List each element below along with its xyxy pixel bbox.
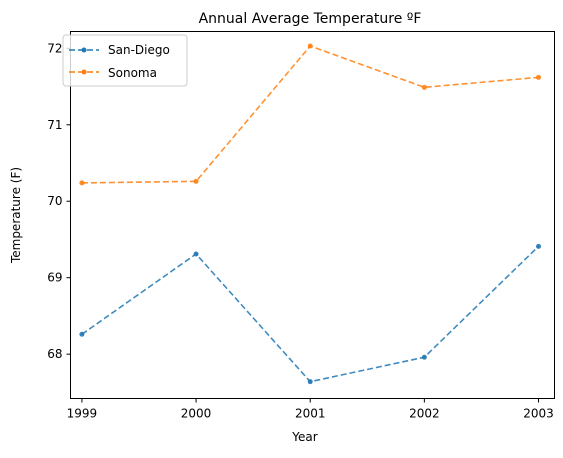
y-axis: 68 69 70 71 72	[47, 41, 71, 361]
data-point-sonoma-2002	[421, 84, 427, 90]
legend-marker-sonoma	[81, 69, 87, 75]
chart-title: Annual Average Temperature ºF	[199, 11, 422, 27]
legend-box	[62, 34, 188, 87]
y-tick-label-70: 70	[47, 194, 62, 208]
legend-label-san-diego: San-Diego	[108, 43, 170, 57]
legend: San-Diego Sonoma	[62, 34, 188, 87]
y-tick-label-69: 69	[47, 271, 62, 285]
y-axis-label: Temperature (F)	[9, 167, 23, 264]
data-point-san-diego-2002	[421, 354, 427, 360]
legend-marker-san-diego	[81, 47, 87, 53]
y-tick-label-68: 68	[47, 347, 62, 361]
data-point-san-diego-2001	[307, 379, 313, 385]
data-point-sonoma-2000	[193, 178, 199, 184]
plot-area	[79, 43, 542, 385]
x-tick-label-1999: 1999	[67, 407, 98, 421]
x-tick-label-2001: 2001	[295, 407, 326, 421]
data-point-sonoma-2003	[536, 74, 542, 80]
plot-frame	[70, 31, 555, 399]
x-axis: 1999 2000 2001 2002 2003	[67, 398, 554, 421]
x-tick-label-2000: 2000	[181, 407, 212, 421]
series-line-san-diego	[81, 245, 540, 383]
x-tick-label-2003: 2003	[523, 407, 554, 421]
data-point-san-diego-2000	[193, 251, 199, 257]
data-point-sonoma-1999	[79, 180, 85, 186]
y-tick-label-72: 72	[47, 41, 62, 55]
data-point-san-diego-2003	[536, 243, 542, 249]
y-tick-label-71: 71	[47, 118, 62, 132]
data-point-sonoma-2001	[307, 43, 313, 49]
x-tick-label-2002: 2002	[409, 407, 440, 421]
data-point-san-diego-1999	[79, 331, 85, 337]
legend-label-sonoma: Sonoma	[108, 66, 157, 80]
x-axis-label: Year	[291, 430, 317, 444]
